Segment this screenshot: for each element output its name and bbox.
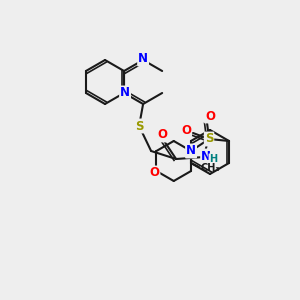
- Text: S: S: [205, 133, 213, 146]
- Text: O: O: [149, 167, 159, 179]
- Text: N: N: [120, 86, 130, 100]
- Text: CH₃: CH₃: [201, 163, 220, 173]
- Text: N: N: [201, 149, 211, 163]
- Text: O: O: [181, 124, 191, 136]
- Text: H: H: [209, 154, 217, 164]
- Text: N: N: [186, 145, 196, 158]
- Text: O: O: [157, 128, 167, 142]
- Text: N: N: [138, 52, 148, 65]
- Text: O: O: [205, 110, 215, 122]
- Text: S: S: [135, 119, 143, 133]
